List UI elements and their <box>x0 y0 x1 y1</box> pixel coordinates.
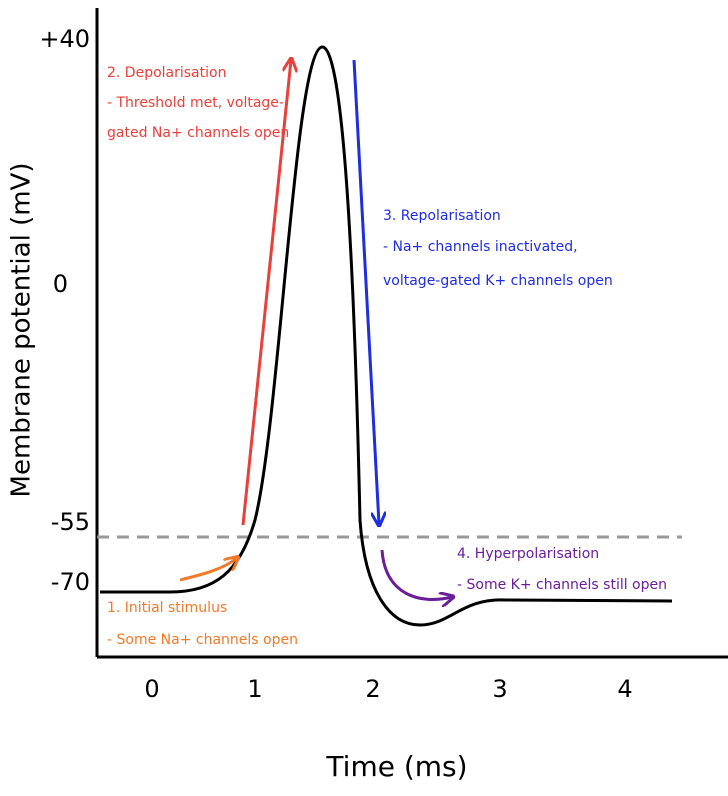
depolarisation-note: 2. Depolarisation - Threshold met, volta… <box>107 65 289 141</box>
note-line: voltage-gated K+ channels open <box>383 273 613 289</box>
note-line: - Some Na+ channels open <box>107 632 298 648</box>
note-line: gated Na+ channels open <box>107 125 289 141</box>
repolarisation-note: 3. Repolarisation - Na+ channels inactiv… <box>383 208 613 289</box>
y-tick-label: 0 <box>53 270 68 298</box>
hyperpolarisation-arrow <box>380 549 452 600</box>
note-line: 3. Repolarisation <box>383 208 501 224</box>
x-tick-label: 1 <box>247 675 262 703</box>
y-axis-title: Membrane potential (mV) <box>7 163 37 498</box>
x-tick-label: 3 <box>492 675 507 703</box>
x-tick-label: 4 <box>617 675 632 703</box>
note-line: 2. Depolarisation <box>107 65 226 81</box>
x-tick-label: 0 <box>144 675 159 703</box>
note-line: 4. Hyperpolarisation <box>457 546 599 562</box>
note-line: - Threshold met, voltage- <box>107 95 284 111</box>
y-tick-label: -70 <box>51 568 90 596</box>
note-line: - Na+ channels inactivated, <box>383 239 578 255</box>
stimulus-note: 1. Initial stimulus - Some Na+ channels … <box>107 600 298 648</box>
action-potential-curve <box>100 45 673 627</box>
note-line: 1. Initial stimulus <box>107 600 227 616</box>
hyperpolarisation-note: 4. Hyperpolarisation - Some K+ channels … <box>457 546 667 593</box>
y-tick-label: -55 <box>51 508 90 536</box>
stimulus-arrow <box>179 558 237 582</box>
y-tick-label: +40 <box>39 25 90 53</box>
x-axis-title: Time (ms) <box>325 750 467 783</box>
depolarisation-arrow <box>241 60 291 526</box>
note-line: - Some K+ channels still open <box>457 577 667 593</box>
x-tick-label: 2 <box>365 675 380 703</box>
repolarisation-arrow <box>352 59 379 524</box>
